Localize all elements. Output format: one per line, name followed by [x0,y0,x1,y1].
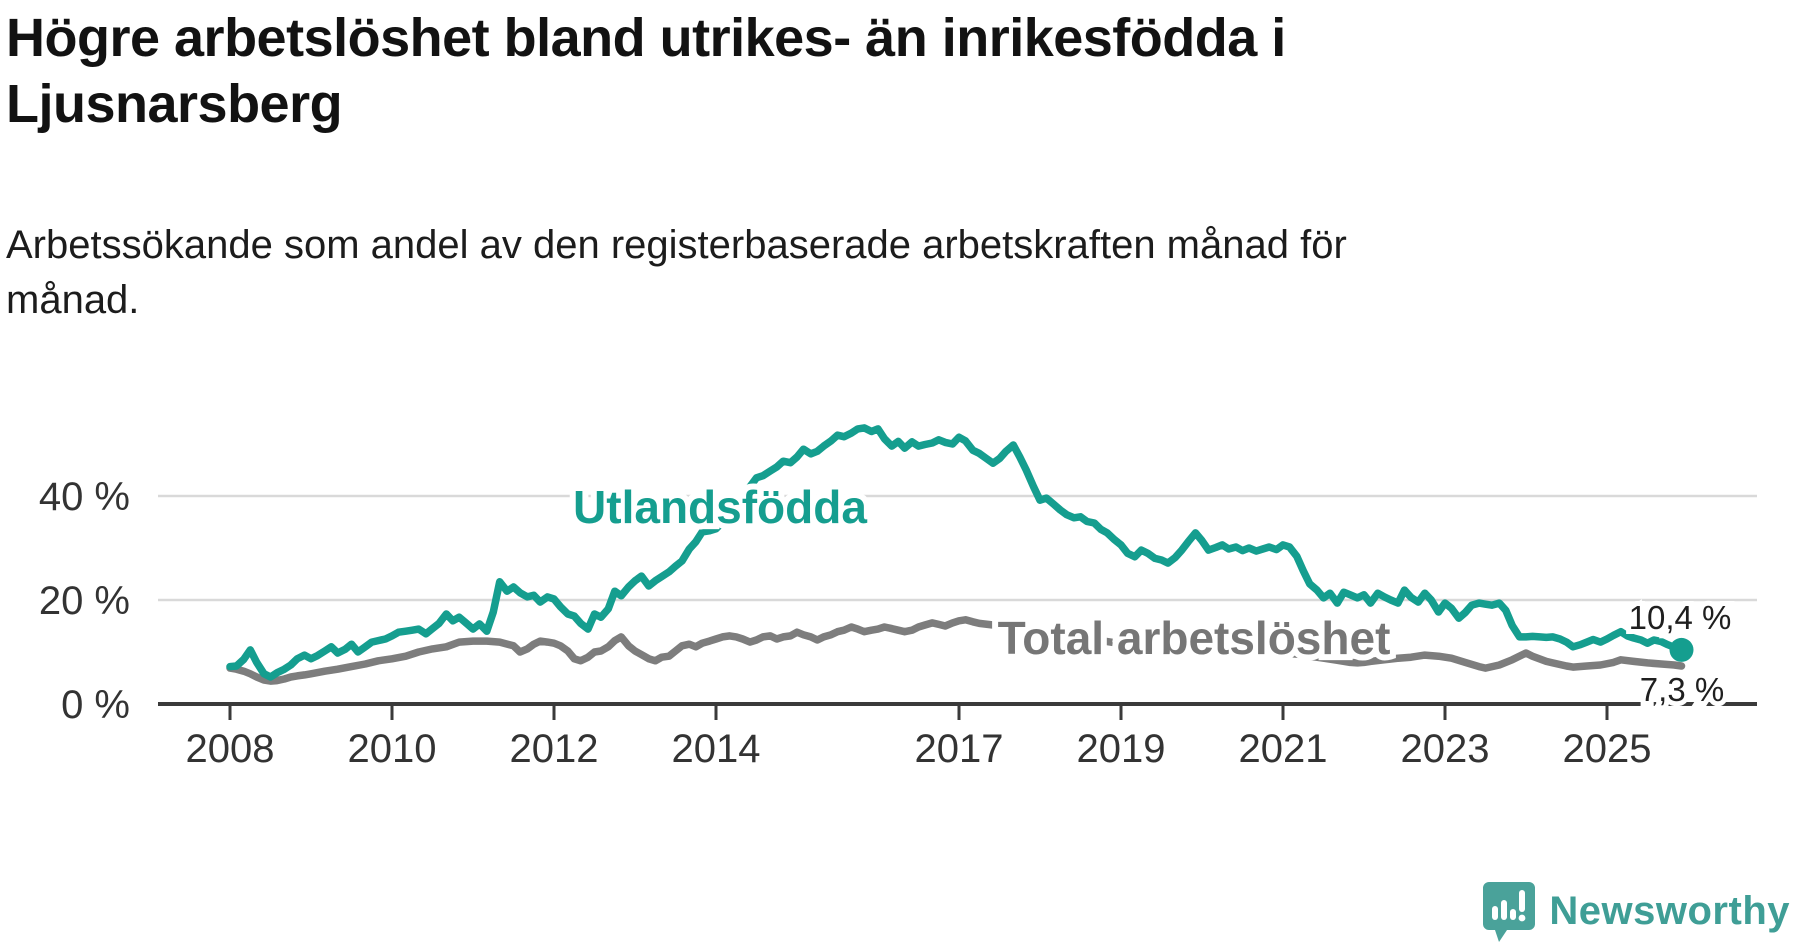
latest-value-dot [1669,637,1694,662]
series-label-total-arbetsloshet: Total arbetslöshet [998,612,1391,664]
x-tick-label-2021: 2021 [1239,727,1328,771]
series-label-utlandsfodda: Utlandsfödda [573,481,867,533]
x-tick-label-2017: 2017 [915,727,1004,771]
speech-bubble-shape [1483,882,1536,942]
chart-subtitle: Arbetssökande som andel av den registerb… [6,223,1347,323]
x-tick-label-2010: 2010 [348,727,437,771]
x-axis-tick-labels: 2008 2010 2012 2014 2017 2019 2021 2023 2025 [186,727,1652,771]
x-tick-label-2023: 2023 [1401,727,1490,771]
x-tick-label-2025: 2025 [1563,727,1652,771]
line-total-arbetsloshet [226,616,1686,685]
newsworthy-logo-icon [1483,882,1536,942]
end-value-label-total: 7,3 % [1640,671,1724,708]
end-value-label-utlandsfodda: 10,4 % [1629,599,1732,636]
x-tick-label-2012: 2012 [510,727,599,771]
gridlines [158,494,1757,602]
x-tick-label-2019: 2019 [1077,727,1166,771]
line-utlandsfodda [226,424,1686,681]
y-tick-label-40: 40 % [39,475,130,519]
y-axis-tick-labels: 0 % 20 % 40 % [39,475,130,727]
x-axis-ticks [228,706,1609,720]
bar-chart-glyph [1492,890,1526,922]
chart-title: Högre arbetslöshet bland utrikes- än inr… [6,8,1286,134]
newsworthy-branding: Newsworthy [1483,880,1790,942]
y-tick-label-0: 0 % [61,683,130,727]
x-tick-label-2014: 2014 [672,727,761,771]
y-tick-label-20: 20 % [39,579,130,623]
x-tick-label-2008: 2008 [186,727,275,771]
brand-name: Newsworthy [1549,888,1790,933]
